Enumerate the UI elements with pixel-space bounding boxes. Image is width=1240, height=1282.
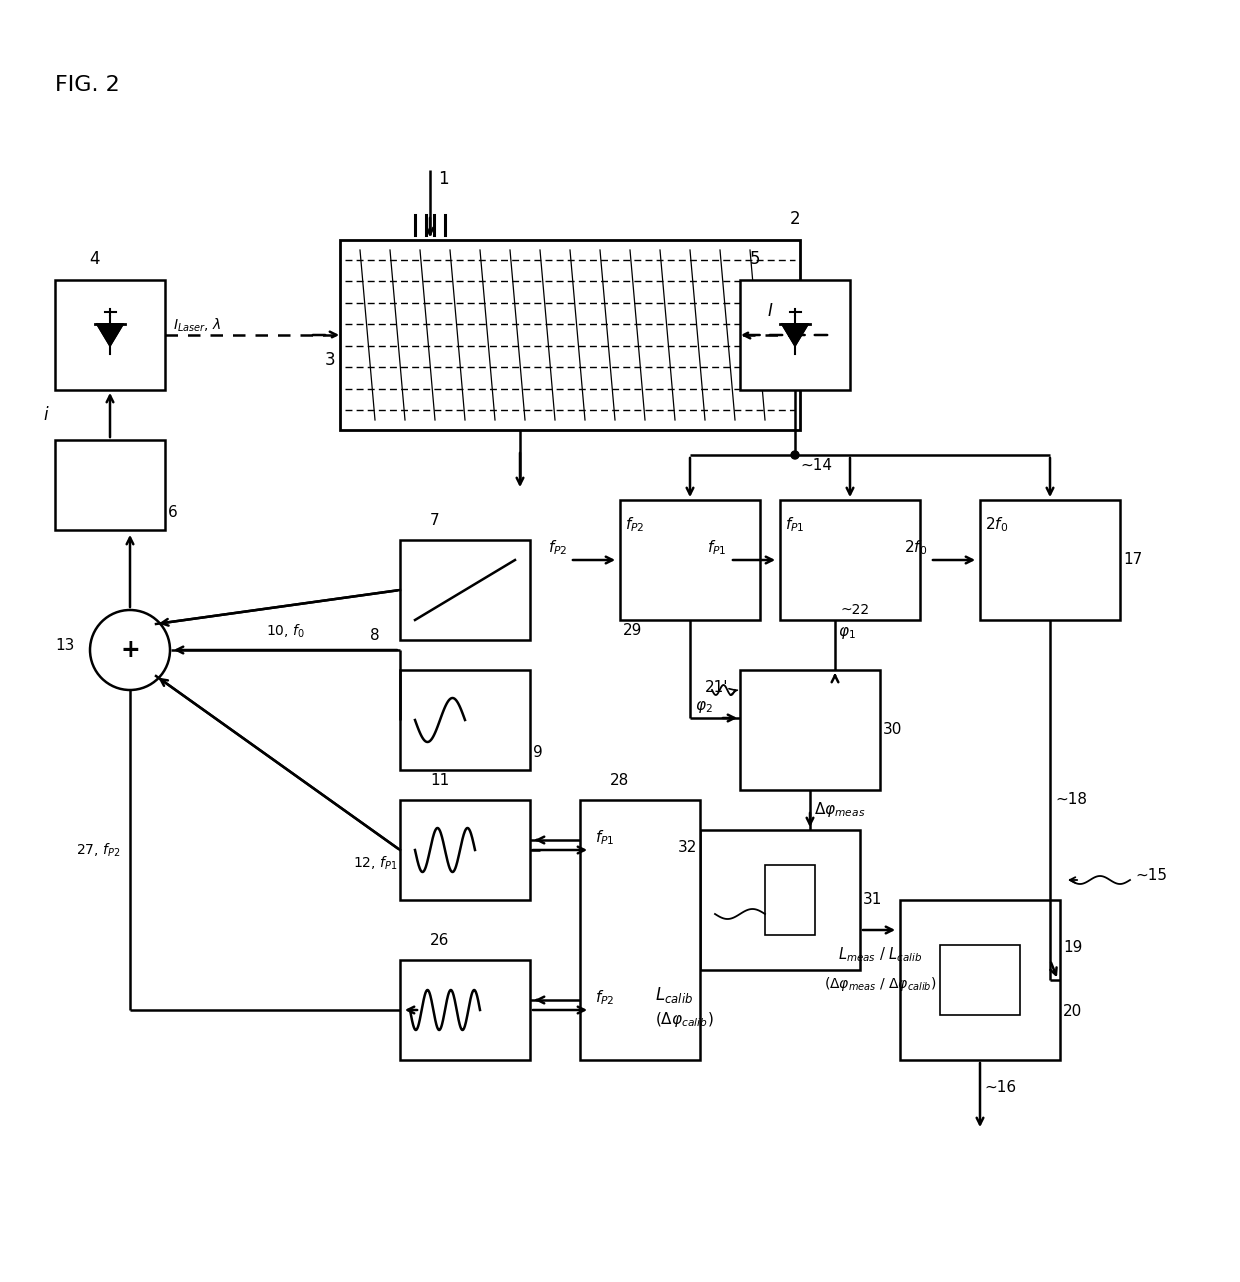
- Bar: [55, 440, 165, 529]
- Text: 27, $f_{P2}$: 27, $f_{P2}$: [76, 841, 120, 859]
- Text: $L_{meas}$ / $L_{calib}$: $L_{meas}$ / $L_{calib}$: [838, 945, 923, 964]
- Text: 29: 29: [622, 623, 642, 638]
- Text: 6: 6: [167, 505, 177, 520]
- Text: 30: 30: [883, 723, 903, 737]
- Text: 4: 4: [89, 250, 100, 268]
- Text: 2: 2: [790, 210, 801, 228]
- Text: 8: 8: [371, 627, 379, 642]
- Text: $\varphi_2$: $\varphi_2$: [694, 699, 713, 715]
- Text: ~14: ~14: [800, 458, 832, 473]
- Bar: [401, 670, 529, 770]
- Polygon shape: [97, 324, 123, 346]
- Text: $f_{P1}$: $f_{P1}$: [708, 538, 727, 556]
- Bar: [940, 945, 1021, 1015]
- Text: 31: 31: [863, 892, 883, 908]
- Text: $f_{P1}$: $f_{P1}$: [595, 828, 615, 847]
- Text: 1: 1: [438, 171, 449, 188]
- Text: $f_{P2}$: $f_{P2}$: [595, 988, 615, 1006]
- Text: 28: 28: [610, 773, 629, 788]
- Text: $L_{calib}$: $L_{calib}$: [655, 985, 693, 1005]
- Text: 11: 11: [430, 773, 449, 788]
- Text: 21': 21': [706, 679, 729, 695]
- Text: $I_{Laser}$, $\lambda$: $I_{Laser}$, $\lambda$: [174, 317, 222, 333]
- Bar: [340, 240, 800, 429]
- Text: FIG. 2: FIG. 2: [55, 76, 120, 95]
- Text: ~18: ~18: [1055, 792, 1087, 808]
- Text: $f_{P1}$: $f_{P1}$: [785, 515, 805, 533]
- Text: 26: 26: [430, 933, 449, 947]
- Text: ~15: ~15: [1135, 868, 1167, 882]
- Bar: [780, 500, 920, 620]
- Text: ~22: ~22: [839, 603, 869, 617]
- Text: $\Delta\varphi_{meas}$: $\Delta\varphi_{meas}$: [813, 800, 866, 819]
- Bar: [701, 829, 861, 970]
- Text: $2f_0$: $2f_0$: [904, 538, 928, 556]
- Bar: [765, 865, 815, 935]
- Bar: [740, 279, 849, 390]
- Text: 19: 19: [1063, 941, 1083, 955]
- Text: $i$: $i$: [43, 406, 50, 424]
- Text: 7: 7: [430, 513, 440, 528]
- Text: $2f_0$: $2f_0$: [985, 515, 1008, 533]
- Text: 17: 17: [1123, 553, 1142, 568]
- Circle shape: [791, 451, 799, 459]
- Text: +: +: [120, 638, 140, 662]
- Text: 12, $f_{P1}$: 12, $f_{P1}$: [352, 855, 397, 872]
- Bar: [900, 900, 1060, 1060]
- Text: 3: 3: [325, 351, 335, 369]
- Text: 32: 32: [677, 840, 697, 855]
- Text: 13: 13: [56, 637, 74, 653]
- Text: $(\Delta\varphi_{calib})$: $(\Delta\varphi_{calib})$: [655, 1010, 713, 1029]
- Text: 20: 20: [1063, 1005, 1083, 1019]
- Text: 5: 5: [750, 250, 760, 268]
- Bar: [620, 500, 760, 620]
- Text: 10, $f_0$: 10, $f_0$: [265, 623, 305, 640]
- Bar: [55, 279, 165, 390]
- Polygon shape: [781, 324, 808, 346]
- Bar: [980, 500, 1120, 620]
- Bar: [740, 670, 880, 790]
- Text: ~16: ~16: [985, 1079, 1016, 1095]
- Text: 9: 9: [533, 745, 543, 760]
- Text: $I$: $I$: [766, 303, 774, 320]
- Text: $\varphi_1$: $\varphi_1$: [838, 626, 856, 641]
- Bar: [401, 540, 529, 640]
- Text: $(\Delta\varphi_{meas}$ / $\Delta\varphi_{calib})$: $(\Delta\varphi_{meas}$ / $\Delta\varphi…: [823, 976, 936, 994]
- Bar: [401, 960, 529, 1060]
- Bar: [580, 800, 701, 1060]
- Text: $f_{P2}$: $f_{P2}$: [625, 515, 645, 533]
- Text: $f_{P2}$: $f_{P2}$: [548, 538, 567, 556]
- Bar: [401, 800, 529, 900]
